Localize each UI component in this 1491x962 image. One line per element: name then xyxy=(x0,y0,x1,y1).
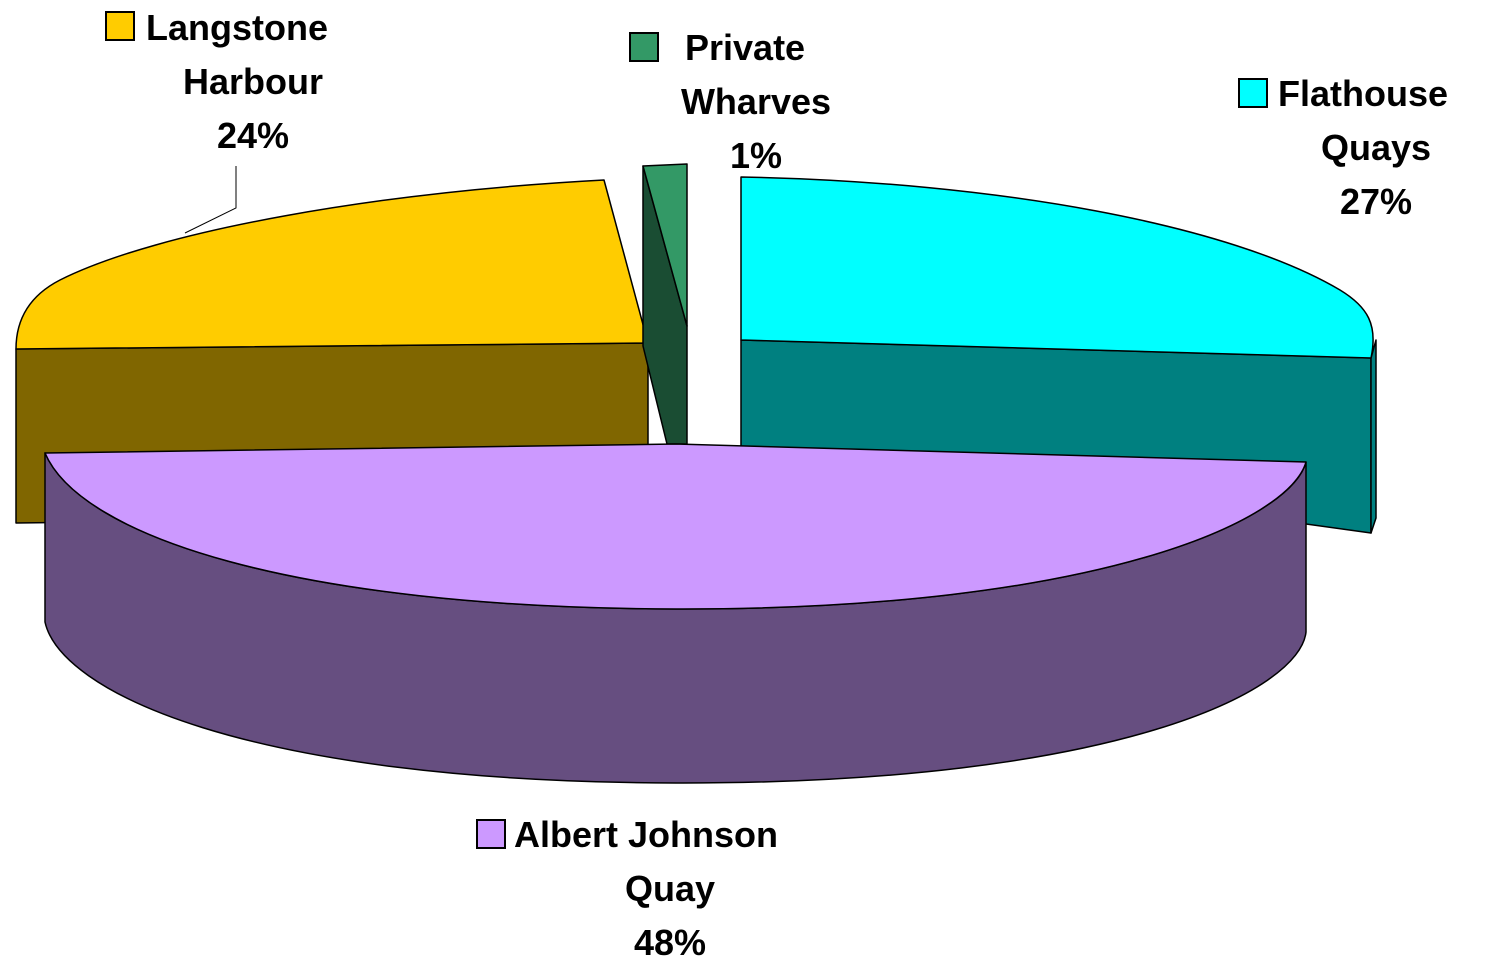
slice-albert-johnson-quay-top xyxy=(44,443,1307,610)
slice-flathouse-quays-right-edge xyxy=(1370,339,1377,534)
label-private-wharves: Private Wharves 1% xyxy=(629,27,831,176)
label-private-wharves-percent: 1% xyxy=(730,135,782,176)
label-albert-johnson-quay-name-2: Quay xyxy=(625,868,715,909)
slice-private-wharves-top xyxy=(642,163,688,327)
label-langstone-harbour-name-2: Harbour xyxy=(183,61,323,102)
label-albert-johnson-quay-name-1: Albert Johnson xyxy=(514,814,778,855)
label-albert-johnson-quay: Albert Johnson Quay 48% xyxy=(476,814,778,962)
legend-swatch-langstone-harbour xyxy=(105,11,135,41)
slice-langstone-harbour-top xyxy=(15,179,649,350)
label-flathouse-quays-name-2: Quays xyxy=(1321,127,1431,168)
label-albert-johnson-quay-percent: 48% xyxy=(634,922,706,962)
label-private-wharves-name-2: Wharves xyxy=(681,81,831,122)
leader-line-langstone-harbour xyxy=(184,166,237,234)
label-langstone-harbour-name-1: Langstone xyxy=(146,7,328,48)
legend-swatch-flathouse-quays xyxy=(1238,78,1268,108)
slice-flathouse-quays-top xyxy=(740,176,1374,359)
legend-swatch-private-wharves xyxy=(629,32,659,62)
label-flathouse-quays-name-1: Flathouse xyxy=(1278,73,1448,114)
slice-albert-johnson-quay[interactable] xyxy=(44,443,1307,784)
label-private-wharves-name-1: Private xyxy=(685,27,805,68)
label-flathouse-quays: Flathouse Quays 27% xyxy=(1238,73,1448,222)
legend-swatch-albert-johnson-quay xyxy=(476,819,506,849)
slice-private-wharves[interactable] xyxy=(642,163,688,445)
label-flathouse-quays-percent: 27% xyxy=(1340,181,1412,222)
label-langstone-harbour: Langstone Harbour 24% xyxy=(105,7,328,156)
label-langstone-harbour-percent: 24% xyxy=(217,115,289,156)
